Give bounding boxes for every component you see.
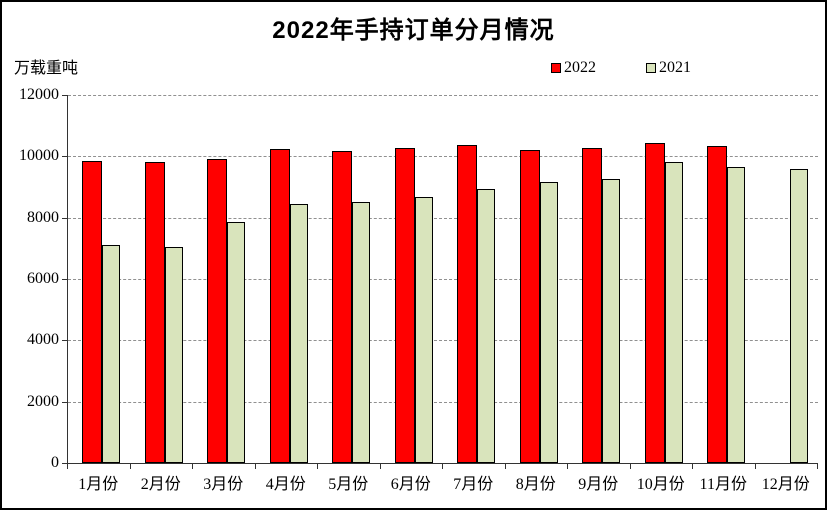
x-axis-label-12月份: 12月份 [761,476,810,493]
y-axis-label-6000: 6000 [27,270,59,287]
bar-2021-4月份 [289,204,308,463]
gridline-6000 [68,279,818,280]
bar-2022-5月份 [332,150,352,463]
gridline-4000 [68,340,818,342]
bar-2022-11月份 [707,145,727,463]
bar-2022-6月份 [394,147,415,463]
bar-2022-3月份 [207,158,227,463]
y-axis-tick [62,340,67,342]
y-axis-label-10000: 10000 [19,147,59,165]
x-axis-tick [129,464,131,469]
legend: 2022 2021 [551,59,691,77]
x-axis-label-4月份: 4月份 [265,476,306,493]
x-axis-tick [504,464,506,469]
legend-label-2022: 2022 [564,59,596,76]
bar-2022-7月份 [457,145,477,463]
y-axis-label-2000: 2000 [27,392,59,410]
y-axis-tick [62,217,67,219]
gridline-10000 [68,156,818,158]
x-axis-label-9月份: 9月份 [578,476,619,493]
gridline-2000 [68,401,818,403]
x-axis-tick [692,464,693,469]
y-axis-label-12000: 12000 [19,86,59,103]
x-axis-label-8月份: 8月份 [515,476,556,493]
gridline-8000 [68,217,818,219]
x-axis-tick [254,464,256,469]
legend-label-2021: 2021 [659,59,691,76]
legend-item-2022: 2022 [551,59,596,77]
y-axis-tick [62,279,67,280]
legend-item-2021: 2021 [646,59,691,77]
y-axis-label-8000: 8000 [27,208,59,226]
chart-title: 2022年手持订单分月情况 [272,17,555,44]
legend-swatch-2022-icon [551,63,561,73]
x-axis-tick [379,464,381,469]
bar-2021-9月份 [602,179,620,463]
y-axis-tick [62,463,67,464]
x-axis-tick [67,464,68,469]
x-axis-tick [817,464,818,469]
bar-2021-3月份 [227,222,245,463]
legend-swatch-2021-icon [646,63,656,73]
bar-2022-2月份 [144,162,165,463]
plot-area [67,95,818,464]
x-axis-label-1月份: 1月份 [78,476,119,493]
bar-2022-4月份 [269,148,290,463]
bar-2022-1月份 [82,160,102,463]
x-axis-label-3月份: 3月份 [203,476,244,493]
bar-2021-6月份 [414,197,433,463]
y-axis-label-4000: 4000 [27,331,59,349]
x-axis-tick [754,464,756,469]
bar-2022-8月份 [519,150,540,463]
x-axis-label-7月份: 7月份 [453,476,494,493]
bar-2022-9月份 [582,147,602,463]
bar-2021-11月份 [727,167,745,463]
y-axis-tick [62,156,67,158]
x-axis-tick [629,464,631,469]
y-axis-label-0: 0 [51,454,59,471]
bar-2021-12月份 [789,169,808,463]
x-axis-label-10月份: 10月份 [636,476,685,493]
bar-2021-1月份 [102,245,120,463]
x-axis-tick [567,464,568,469]
bar-2021-7月份 [477,188,495,463]
x-axis-tick [317,464,318,469]
bar-2021-2月份 [164,247,183,463]
y-axis-tick [62,95,67,96]
x-axis-label-2月份: 2月份 [140,476,181,493]
bar-2021-8月份 [539,182,558,463]
x-axis-label-6月份: 6月份 [390,476,431,493]
bar-2021-5月份 [352,202,370,463]
x-axis-tick [442,464,443,469]
x-axis-label-11月份: 11月份 [699,476,747,493]
x-axis-label-5月份: 5月份 [328,476,369,493]
y-axis-unit-label: 万载重吨 [14,60,79,77]
y-axis-tick [62,401,67,403]
bar-2021-10月份 [664,162,683,463]
bar-2022-10月份 [644,142,665,463]
x-axis-tick [192,464,193,469]
gridline-12000 [68,95,818,96]
